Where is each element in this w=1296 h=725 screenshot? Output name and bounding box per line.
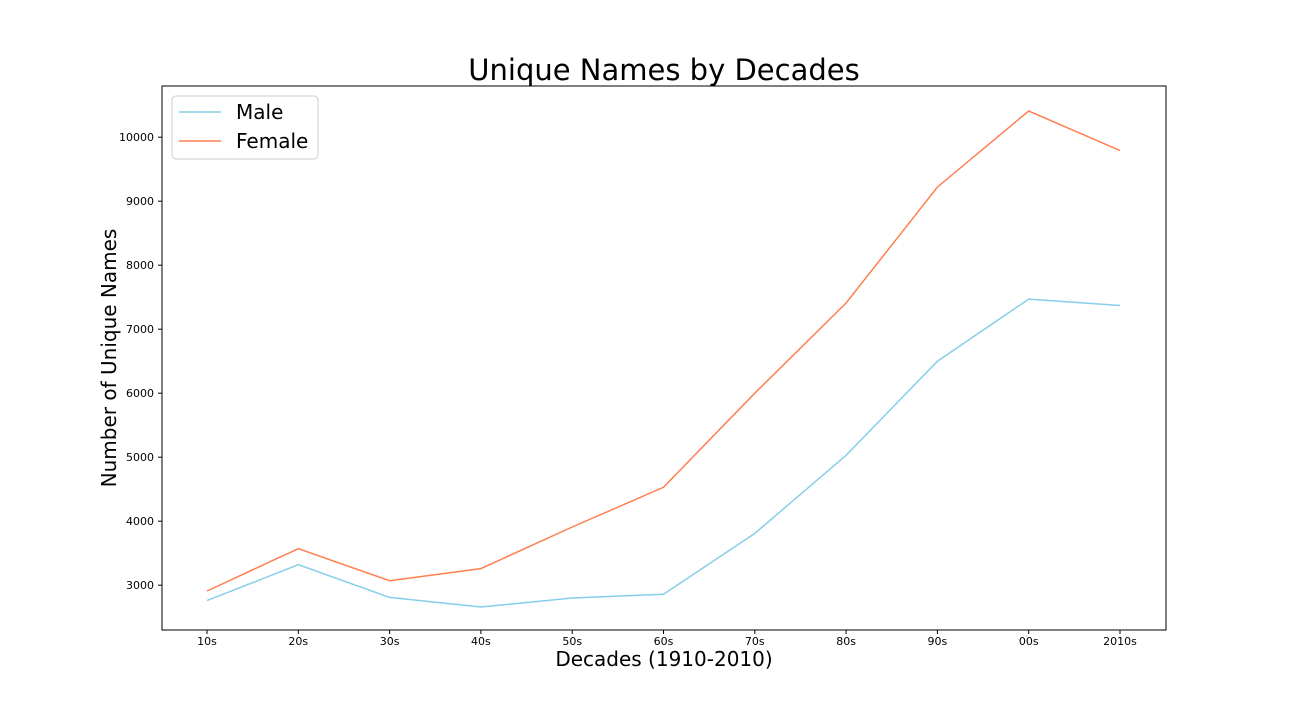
y-tick-label: 7000 [126, 323, 154, 336]
y-tick-label: 10000 [119, 131, 154, 144]
series-line-male [207, 299, 1120, 607]
y-tick-label: 3000 [126, 579, 154, 592]
series-layer [207, 111, 1120, 607]
y-tick-label: 4000 [126, 515, 154, 528]
y-axis-ticks: 3000 4000 5000 6000 7000 8000 9000 10000 [119, 131, 162, 592]
x-tick-label: 90s [928, 635, 948, 648]
plot-area-frame [162, 86, 1166, 630]
x-tick-label: 80s [836, 635, 856, 648]
x-tick-label: 00s [1019, 635, 1039, 648]
x-tick-label: 10s [197, 635, 217, 648]
x-tick-label: 40s [471, 635, 491, 648]
x-tick-label: 30s [380, 635, 400, 648]
legend-label-female: Female [236, 129, 308, 153]
x-tick-label: 2010s [1103, 635, 1137, 648]
y-tick-label: 9000 [126, 195, 154, 208]
y-tick-label: 8000 [126, 259, 154, 272]
chart-title: Unique Names by Decades [468, 53, 859, 87]
x-axis-label: Decades (1910-2010) [555, 647, 772, 671]
y-tick-label: 6000 [126, 387, 154, 400]
legend: Male Female [172, 96, 318, 159]
series-line-female [207, 111, 1120, 591]
y-axis-label: Number of Unique Names [97, 229, 121, 488]
legend-label-male: Male [236, 100, 283, 124]
x-tick-label: 20s [288, 635, 308, 648]
y-tick-label: 5000 [126, 451, 154, 464]
